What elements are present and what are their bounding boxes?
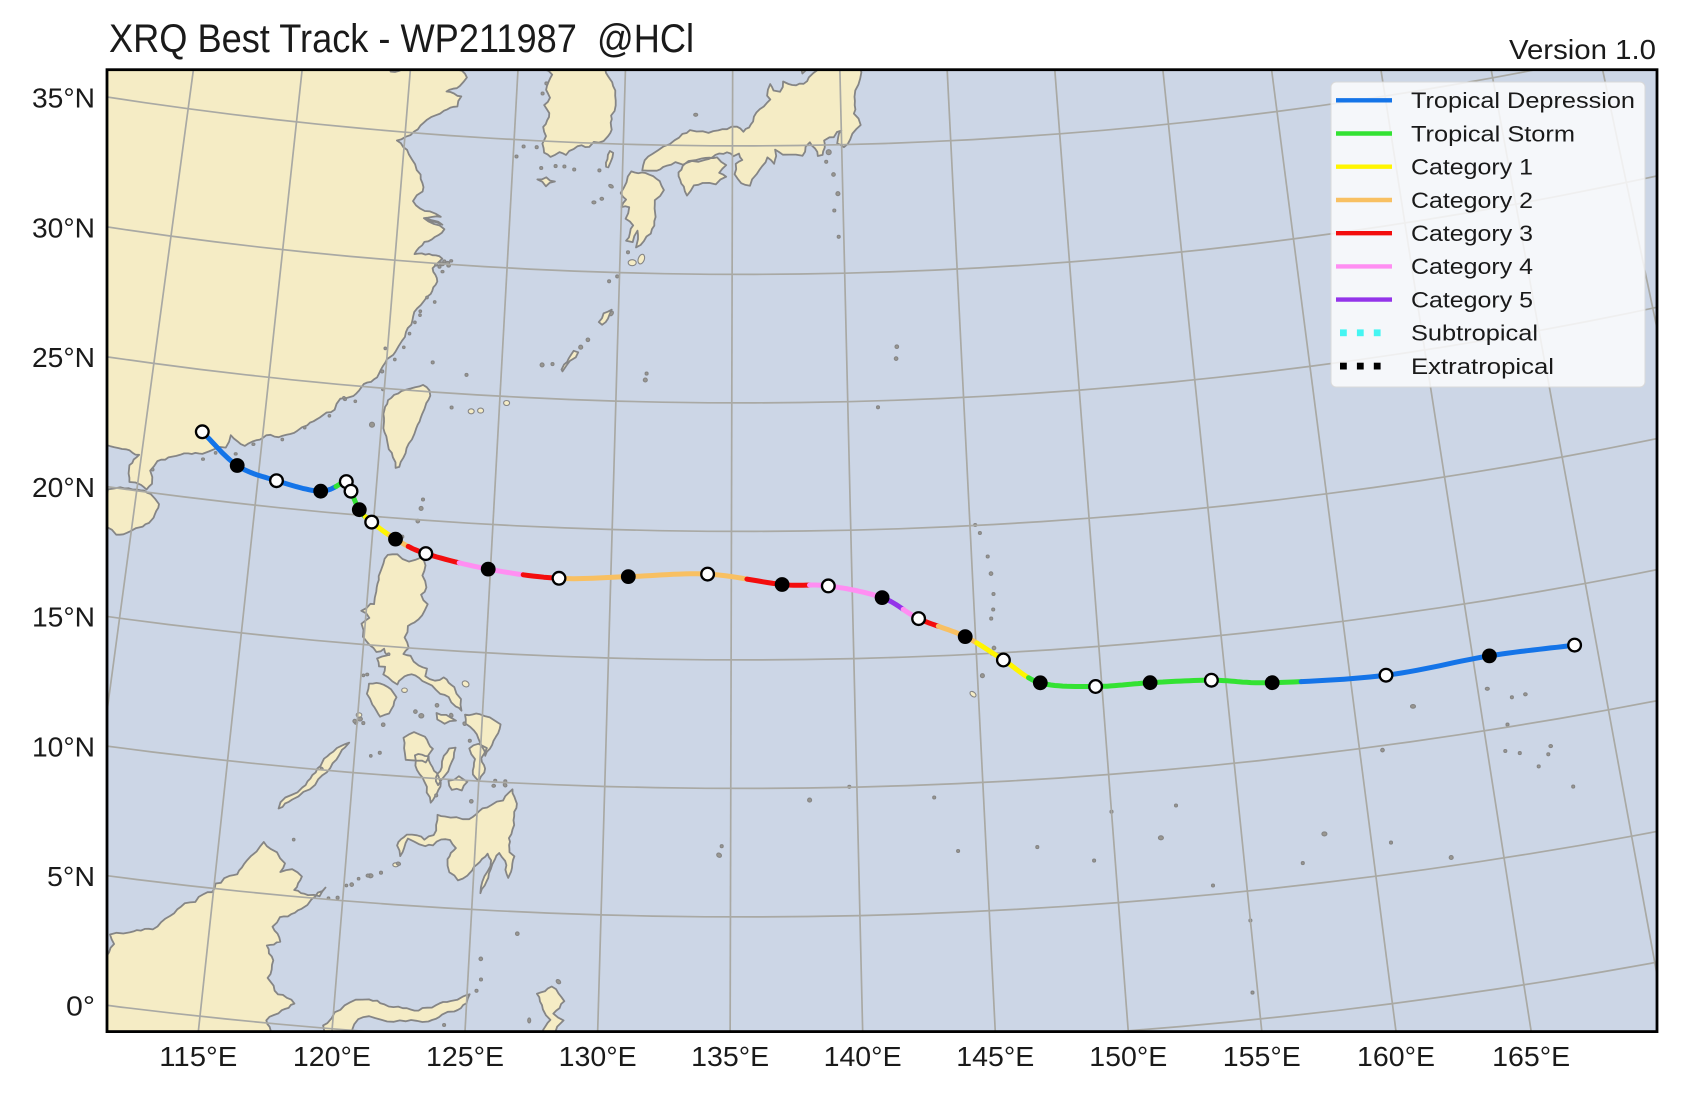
svg-text:145°E: 145°E — [956, 1041, 1034, 1072]
svg-text:20°N: 20°N — [32, 472, 95, 503]
svg-text:30°N: 30°N — [32, 212, 95, 243]
svg-text:0°: 0° — [66, 991, 95, 1022]
svg-text:155°E: 155°E — [1223, 1041, 1301, 1072]
svg-text:Tropical Storm: Tropical Storm — [1411, 121, 1575, 146]
svg-text:Category 4: Category 4 — [1411, 254, 1533, 279]
svg-text:150°E: 150°E — [1089, 1041, 1167, 1072]
svg-text:Extratropical: Extratropical — [1411, 354, 1554, 379]
svg-text:Version 1.0: Version 1.0 — [1509, 34, 1656, 65]
svg-text:XRQ Best Track - WP211987 @HC: XRQ Best Track - WP211987 @HCl — [109, 17, 694, 61]
svg-text:165°E: 165°E — [1492, 1041, 1570, 1072]
svg-text:120°E: 120°E — [293, 1041, 371, 1072]
svg-text:5°N: 5°N — [47, 861, 95, 892]
svg-text:Category 3: Category 3 — [1411, 221, 1533, 246]
svg-text:Category 5: Category 5 — [1411, 287, 1533, 312]
svg-text:Category 2: Category 2 — [1411, 188, 1533, 213]
svg-text:35°N: 35°N — [32, 82, 95, 113]
svg-text:140°E: 140°E — [824, 1041, 902, 1072]
svg-text:130°E: 130°E — [559, 1041, 637, 1072]
svg-text:25°N: 25°N — [32, 342, 95, 373]
svg-text:Category 1: Category 1 — [1411, 155, 1533, 180]
svg-text:160°E: 160°E — [1357, 1041, 1435, 1072]
svg-text:Tropical Depression: Tropical Depression — [1411, 88, 1635, 113]
svg-text:15°N: 15°N — [32, 602, 95, 633]
svg-text:10°N: 10°N — [32, 731, 95, 762]
svg-text:125°E: 125°E — [426, 1041, 504, 1072]
svg-text:115°E: 115°E — [159, 1041, 237, 1072]
svg-text:135°E: 135°E — [691, 1041, 769, 1072]
svg-text:Subtropical: Subtropical — [1411, 321, 1538, 346]
